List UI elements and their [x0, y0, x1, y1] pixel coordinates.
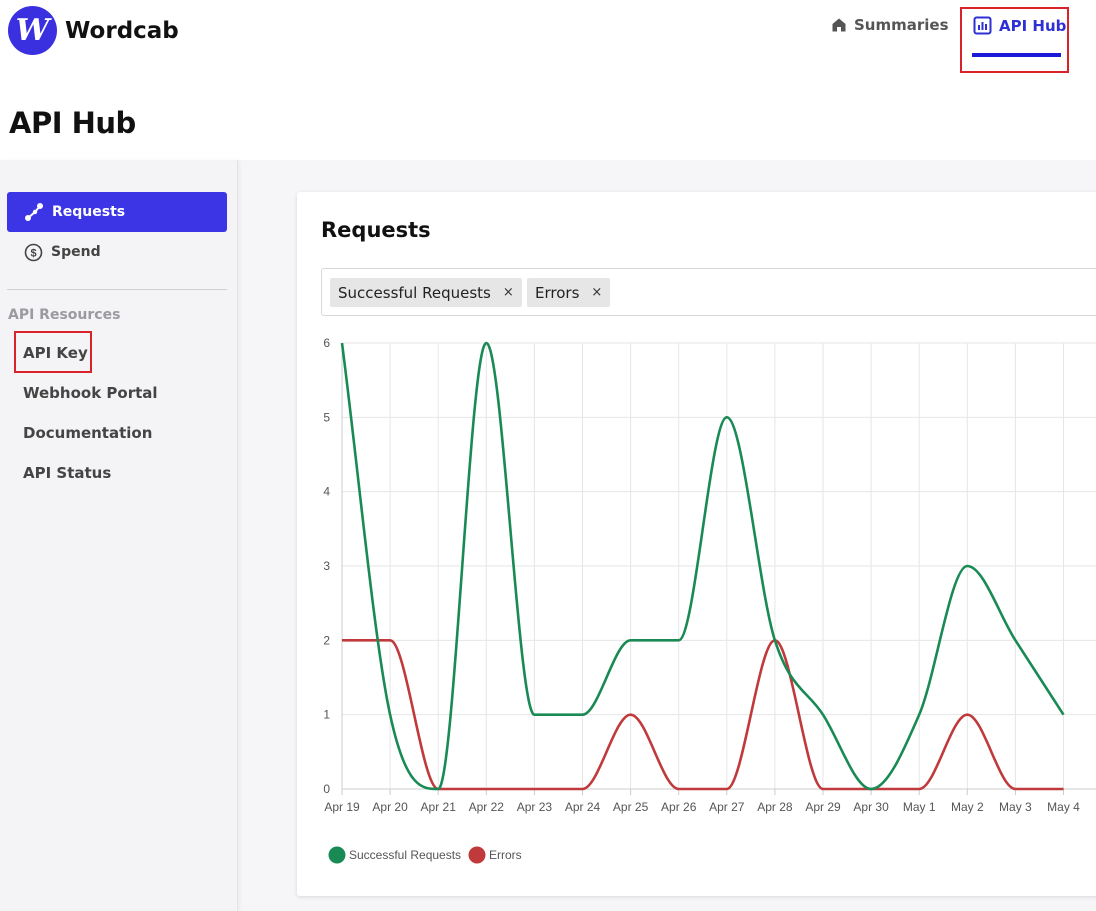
home-icon: [832, 18, 846, 32]
x-tick-label: May 1: [903, 800, 936, 814]
sidebar-link-webhook-portal[interactable]: Webhook Portal: [23, 384, 158, 402]
x-tick-label: Apr 25: [613, 800, 649, 814]
x-tick-label: Apr 20: [372, 800, 408, 814]
x-tick-label: May 4: [1047, 800, 1080, 814]
nav-summaries-label: Summaries: [854, 16, 949, 34]
legend-label: Errors: [489, 848, 522, 862]
sidebar-item-label: Spend: [51, 244, 101, 260]
filter-chip-label: Errors: [535, 283, 580, 302]
legend-swatch: [468, 846, 486, 864]
filter-chip-errors: Errors ×: [527, 278, 611, 307]
nav-api-hub[interactable]: API Hub: [973, 16, 1066, 35]
sidebar-item-label: Requests: [52, 204, 126, 220]
legend-label: Successful Requests: [349, 848, 461, 862]
brand-logo[interactable]: W Wordcab: [8, 6, 179, 55]
series-line-successful-requests: [340, 341, 1065, 791]
x-tick-label: Apr 23: [517, 800, 553, 814]
x-tick-label: Apr 26: [661, 800, 697, 814]
sidebar-link-api-status[interactable]: API Status: [23, 464, 112, 482]
y-tick-label: 2: [323, 633, 330, 647]
logo-mark-icon: W: [8, 6, 57, 55]
sidebar: Requests $ Spend API Resources API Key W…: [0, 160, 238, 911]
chart-bar-icon: [973, 16, 992, 35]
x-tick-label: Apr 27: [709, 800, 745, 814]
x-tick-label: Apr 30: [853, 800, 889, 814]
series-filter-input[interactable]: Successful Requests × Errors ×: [321, 268, 1096, 316]
page-title: API Hub: [9, 106, 136, 140]
x-tick-label: Apr 19: [324, 800, 360, 814]
remove-filter-icon[interactable]: ×: [502, 285, 514, 300]
legend-swatch: [328, 846, 346, 864]
y-tick-label: 5: [323, 410, 330, 424]
series-line-errors: [342, 639, 1064, 791]
y-tick-label: 1: [323, 708, 330, 722]
active-tab-indicator: [972, 53, 1061, 57]
x-tick-label: Apr 24: [565, 800, 601, 814]
y-tick-label: 0: [323, 782, 330, 796]
sidebar-link-api-key[interactable]: API Key: [23, 344, 88, 362]
filter-chip-label: Successful Requests: [338, 283, 491, 302]
card-title: Requests: [321, 218, 431, 242]
x-tick-label: Apr 28: [757, 800, 793, 814]
y-tick-label: 6: [323, 336, 330, 350]
graph-nodes-icon: [25, 203, 43, 221]
x-tick-label: Apr 21: [421, 800, 457, 814]
svg-text:$: $: [30, 247, 36, 259]
x-tick-label: May 2: [951, 800, 984, 814]
nav-summaries[interactable]: Summaries: [831, 16, 949, 34]
remove-filter-icon[interactable]: ×: [591, 285, 603, 300]
sidebar-divider: [7, 289, 227, 290]
dollar-circle-icon: $: [24, 243, 43, 261]
filter-chip-successful-requests: Successful Requests ×: [330, 278, 522, 307]
sidebar-link-documentation[interactable]: Documentation: [23, 424, 153, 442]
x-tick-label: May 3: [999, 800, 1032, 814]
x-tick-label: Apr 22: [469, 800, 505, 814]
x-tick-label: Apr 29: [805, 800, 841, 814]
sidebar-item-spend[interactable]: $ Spend: [7, 232, 227, 272]
brand-name: Wordcab: [65, 17, 179, 44]
y-tick-label: 3: [323, 559, 330, 573]
sidebar-section-heading: API Resources: [8, 307, 121, 323]
nav-api-hub-label: API Hub: [999, 16, 1067, 35]
sidebar-item-requests[interactable]: Requests: [7, 192, 227, 232]
y-tick-label: 4: [323, 485, 330, 499]
